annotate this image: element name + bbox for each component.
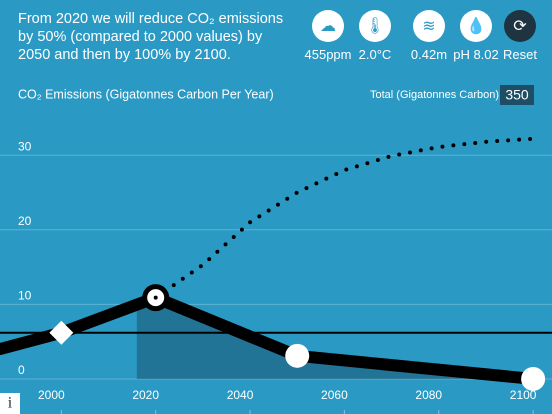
icon: ≋ xyxy=(413,10,445,42)
handle[interactable] xyxy=(521,366,546,391)
co2-indicator[interactable]: ☁ 455ppm xyxy=(303,10,353,62)
icon: ⟳ xyxy=(504,10,536,42)
y-tick-label: 20 xyxy=(18,214,32,228)
ph-indicator[interactable]: 💧 pH 8.02 xyxy=(451,10,501,62)
handle[interactable] xyxy=(285,343,310,368)
total-label: Total (Gigatonnes Carbon) xyxy=(370,89,499,101)
icon: 💧 xyxy=(460,10,492,42)
total-value: 350 xyxy=(505,87,529,103)
reset-button[interactable]: ⟳ Reset xyxy=(495,10,545,62)
cumulative-area xyxy=(136,297,534,379)
message: From 2020 we will reduce CO₂ emissions b… xyxy=(18,11,284,63)
label: 0.42m xyxy=(410,47,448,62)
x-tick-label: 2080 xyxy=(415,388,442,402)
label: Reset xyxy=(503,47,537,62)
x-tick-label: 2100 xyxy=(510,388,537,402)
label: pH 8.02 xyxy=(453,47,499,62)
x-tick-label: 2020 xyxy=(132,388,159,402)
label: 2.0°C xyxy=(358,47,392,62)
total-box xyxy=(500,85,534,105)
icon: 🌡 xyxy=(359,10,391,42)
icon: ☁ xyxy=(312,10,344,42)
info-icon: i xyxy=(8,395,13,412)
x-tick-label: 2040 xyxy=(227,388,254,402)
y-tick-label: 30 xyxy=(18,139,32,153)
label: 455ppm xyxy=(304,47,352,62)
sea-indicator[interactable]: ≋ 0.42m xyxy=(404,10,454,62)
y-tick-label: 10 xyxy=(18,289,32,303)
temp-indicator[interactable]: 🌡 2.0°C xyxy=(350,10,400,62)
chart-title: CO₂ Emissions (Gigatonnes Carbon Per Yea… xyxy=(18,87,274,101)
y-tick-label: 0 xyxy=(18,363,25,377)
total-line xyxy=(153,136,536,300)
x-tick-label: 2060 xyxy=(321,388,348,402)
info-button[interactable] xyxy=(0,393,20,414)
diamond-handle[interactable] xyxy=(49,320,74,345)
x-tick-label: 2000 xyxy=(38,388,65,402)
